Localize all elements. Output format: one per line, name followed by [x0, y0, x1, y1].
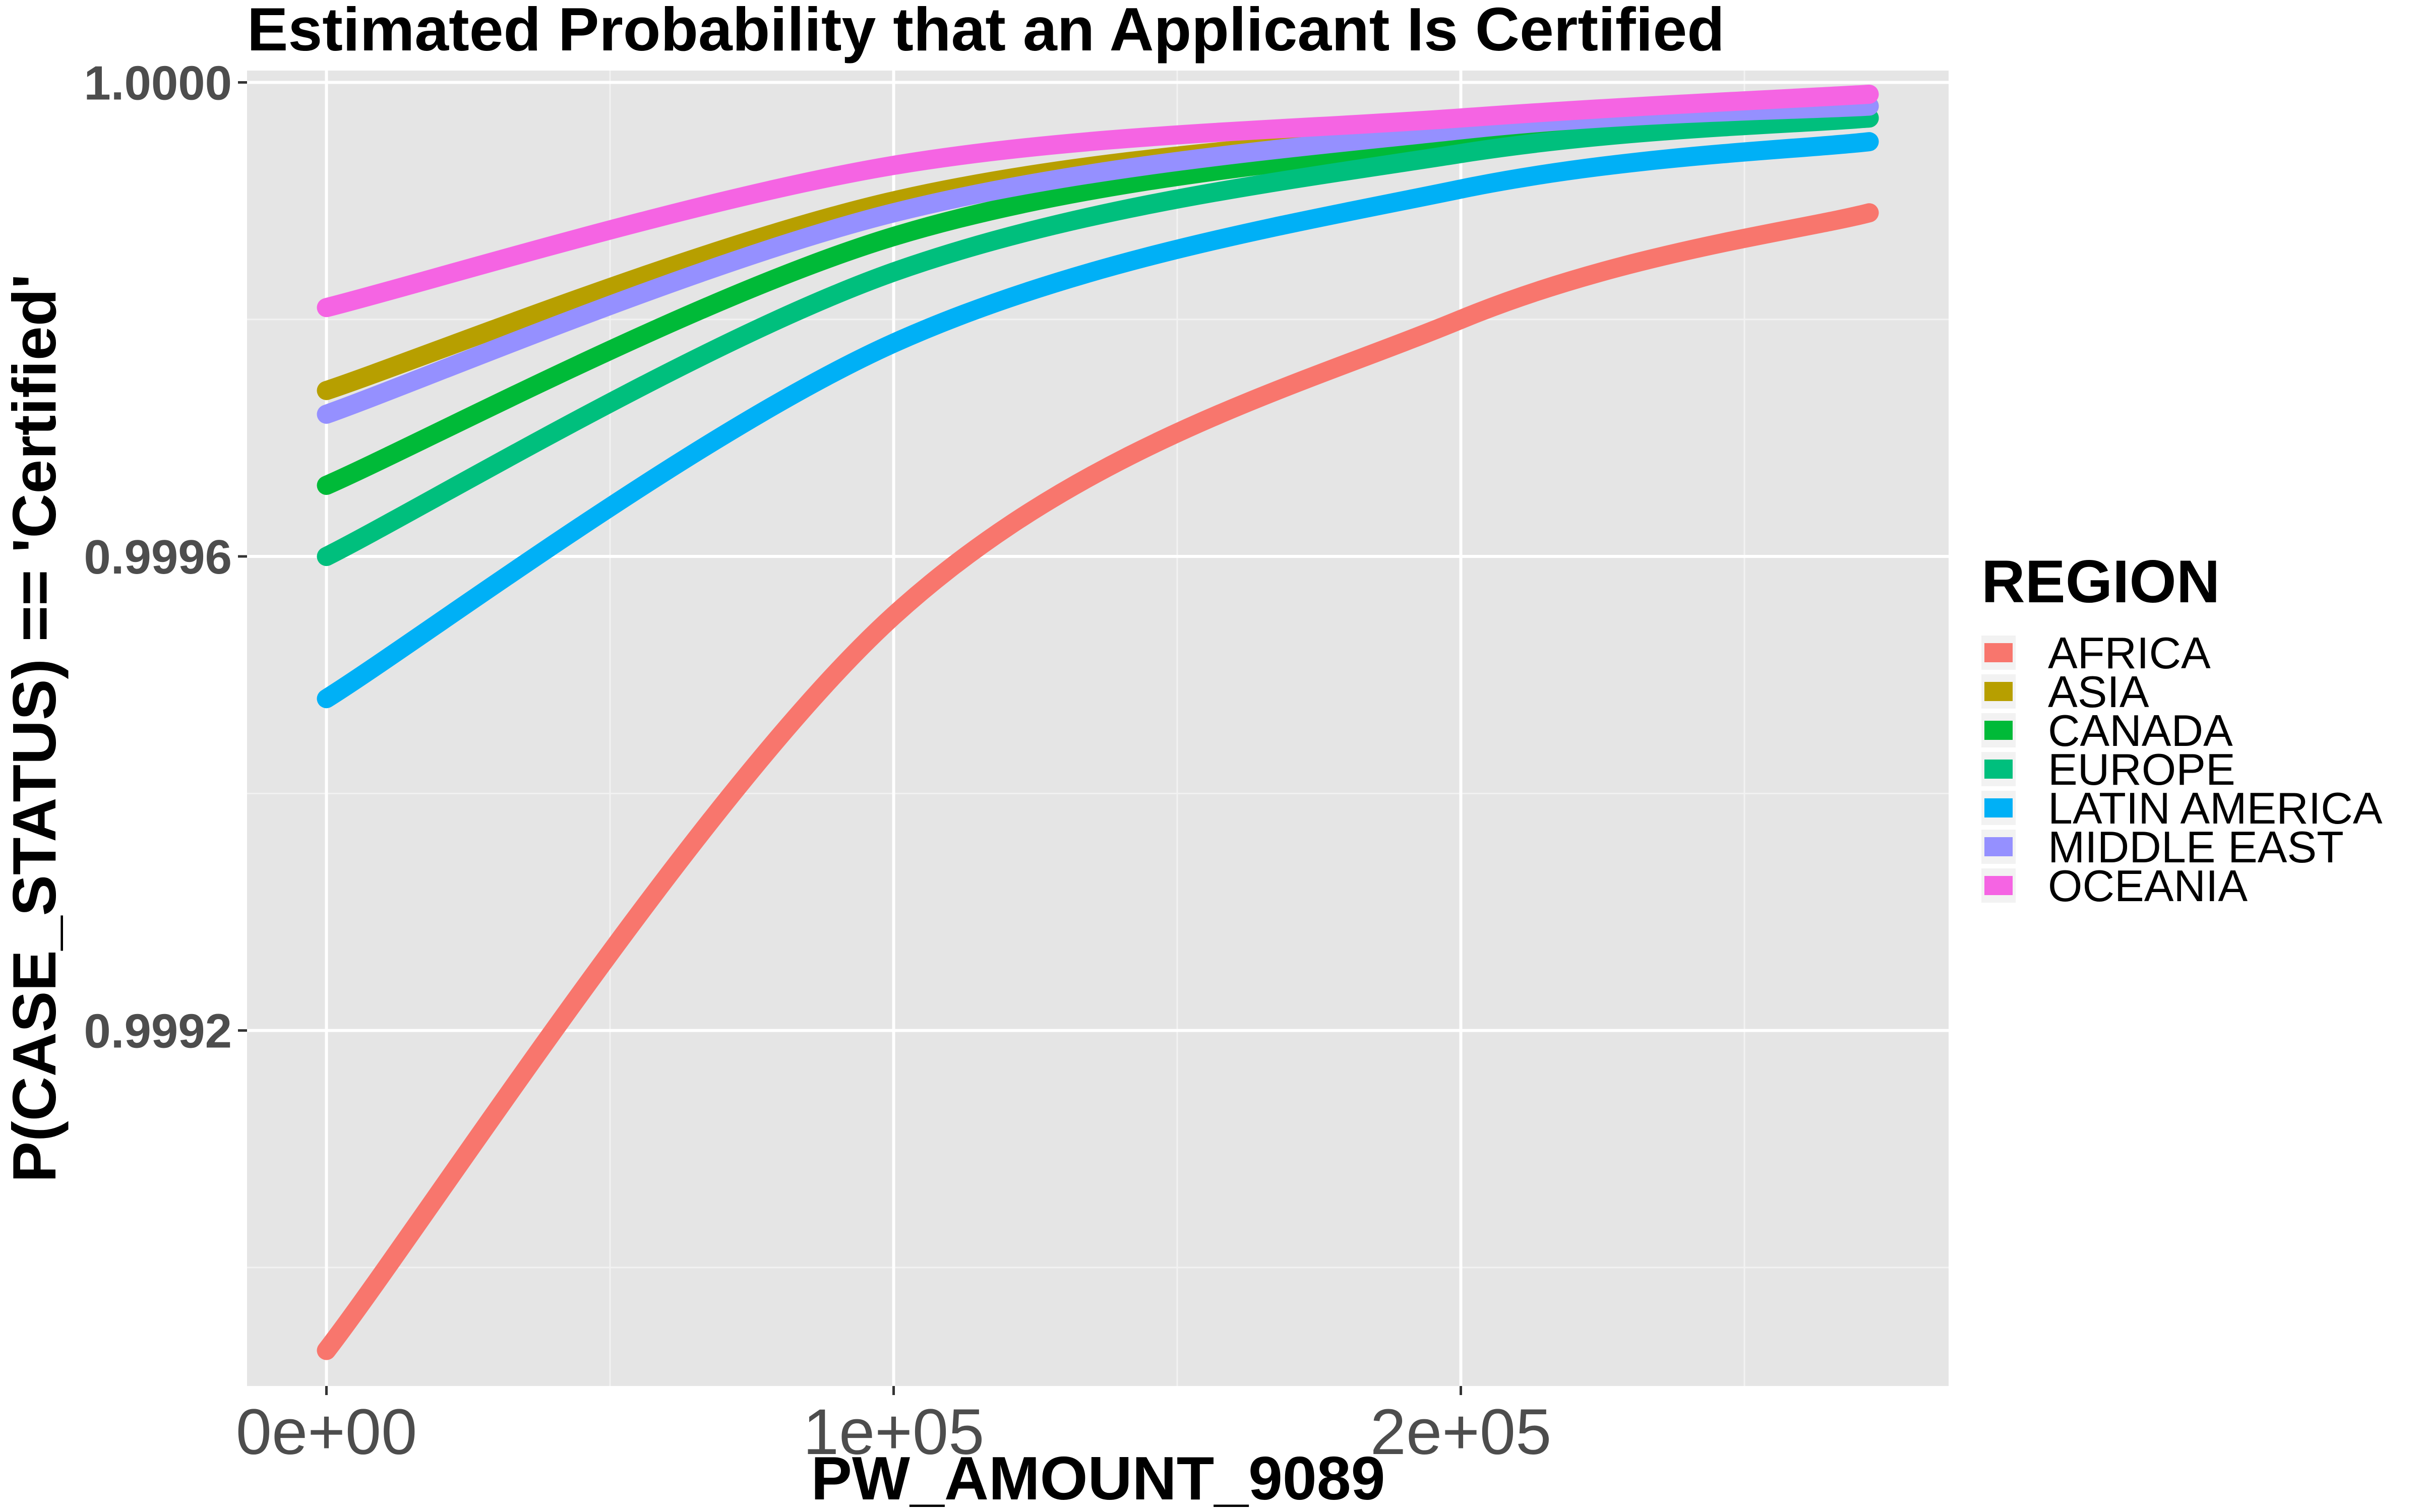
- legend-label: EUROPE: [2048, 744, 2235, 794]
- series-lines: [317, 85, 1879, 1360]
- legend-item-canada: CANADA: [1981, 706, 2233, 755]
- legend-title: REGION: [1981, 548, 2220, 615]
- series-line-latin-america: [317, 132, 1879, 709]
- legend-item-africa: AFRICA: [1981, 628, 2211, 678]
- x-axis-title: PW_AMOUNT_9089: [811, 1444, 1385, 1512]
- series-line-africa: [317, 203, 1879, 1360]
- axis-ticks: 0e+00 1e+05 2e+05 0.9992 0.9996 1.0000: [84, 56, 1551, 1468]
- chart-title: Estimated Probability that an Applicant …: [247, 0, 1725, 64]
- legend-item-europe: EUROPE: [1981, 744, 2235, 794]
- series-line-oceania: [317, 85, 1879, 318]
- legend-label: MIDDLE EAST: [2048, 822, 2344, 872]
- legend-item-middle-east: MIDDLE EAST: [1981, 822, 2344, 872]
- x-tick-label: 0e+00: [236, 1396, 417, 1468]
- legend-label: OCEANIA: [2048, 861, 2248, 911]
- plot-panel: [247, 71, 1949, 1386]
- y-tick-label: 1.0000: [84, 56, 232, 110]
- legend-item-asia: ASIA: [1981, 667, 2149, 717]
- legend-item-oceania: OCEANIA: [1981, 861, 2248, 911]
- legend-label: ASIA: [2048, 667, 2149, 717]
- legend-label: LATIN AMERICA: [2048, 783, 2383, 833]
- y-tick-label: 0.9996: [84, 530, 232, 584]
- x-tick-label: 1e+05: [803, 1396, 985, 1468]
- legend-label: CANADA: [2048, 706, 2233, 755]
- legend-label: AFRICA: [2048, 628, 2211, 678]
- y-axis-title: P(CASE_STATUS) == 'Certified': [0, 274, 69, 1182]
- y-tick-label: 0.9992: [84, 1004, 232, 1058]
- series-line-europe: [317, 108, 1879, 566]
- legend-item-latin-america: LATIN AMERICA: [1981, 783, 2383, 833]
- x-tick-label: 2e+05: [1370, 1396, 1552, 1468]
